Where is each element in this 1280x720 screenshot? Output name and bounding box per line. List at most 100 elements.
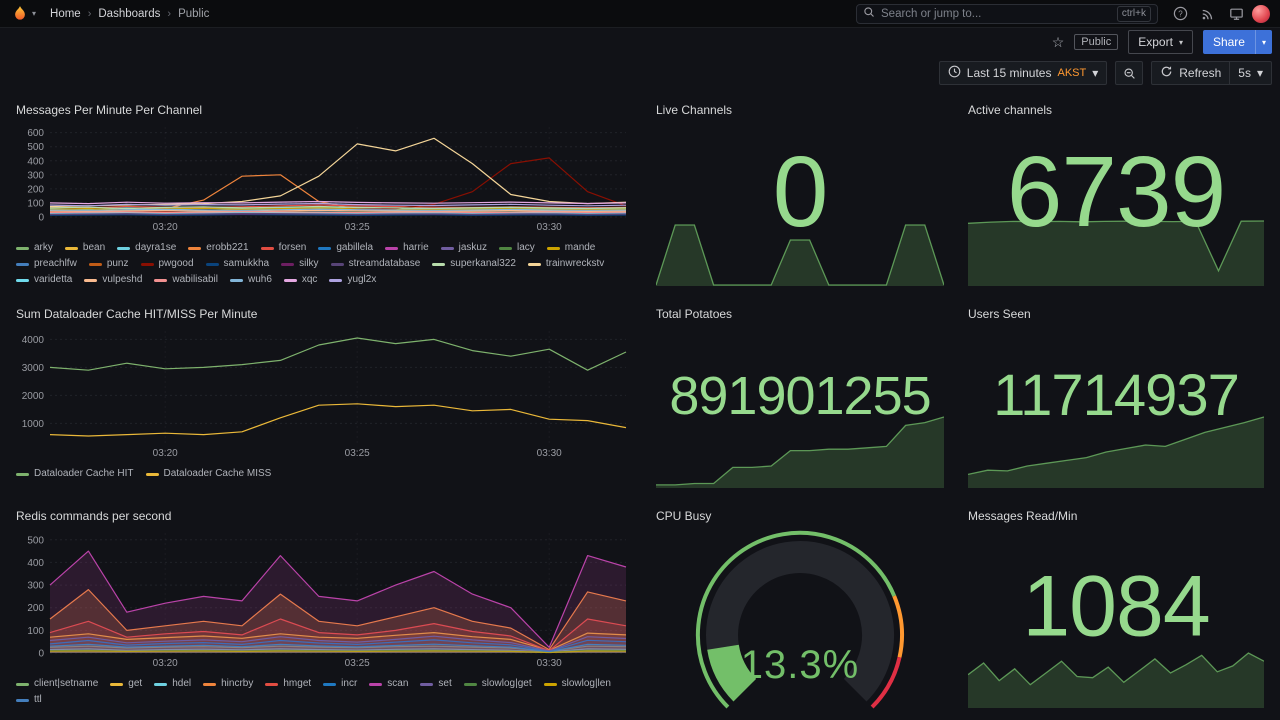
- series-color-dash: [16, 472, 29, 476]
- legend-item-bean[interactable]: bean: [64, 241, 106, 255]
- shortcut-badge: ctrl+k: [1116, 5, 1151, 22]
- legend-item-slowlog-len[interactable]: slowlog|len: [543, 677, 611, 691]
- legend-item-pwgood[interactable]: pwgood: [140, 257, 194, 271]
- series-label: arky: [34, 242, 53, 253]
- legend-item-vulpeshd[interactable]: vulpeshd: [84, 273, 142, 287]
- dashboard-actions-bar: ☆ Public Export ▾ Share ▾: [0, 29, 1280, 55]
- panel-title[interactable]: Live Channels: [656, 103, 733, 117]
- legend-item-scan[interactable]: scan: [369, 677, 408, 691]
- svg-text:0: 0: [38, 213, 44, 224]
- series-label: pwgood: [158, 258, 194, 269]
- legend-item-hdel[interactable]: hdel: [154, 677, 191, 691]
- breadcrumb-dashboards[interactable]: Dashboards: [98, 7, 161, 20]
- breadcrumb-home[interactable]: Home: [50, 7, 81, 20]
- legend-item-erobb221[interactable]: erobb221: [188, 241, 249, 255]
- panel-title[interactable]: CPU Busy: [656, 509, 712, 523]
- panel-title[interactable]: Active channels: [968, 103, 1053, 117]
- export-button[interactable]: Export ▾: [1128, 30, 1193, 54]
- series-label: bean: [82, 242, 106, 253]
- legend-item-varidetta[interactable]: varidetta: [16, 273, 72, 287]
- legend-item-punz[interactable]: punz: [88, 257, 129, 271]
- legend-item-dataloader-cache-hit[interactable]: Dataloader Cache HIT: [16, 467, 134, 481]
- legend-item-lacy[interactable]: lacy: [499, 241, 535, 255]
- series-label: scan: [387, 678, 409, 689]
- series-label: lacy: [517, 242, 535, 253]
- dataloader-cache-chart[interactable]: 1000 2000 3000 4000 03:20 03:25 03:30: [16, 325, 632, 464]
- legend-item-wuh6[interactable]: wuh6: [229, 273, 272, 287]
- panel-title[interactable]: Sum Dataloader Cache HIT/MISS Per Minute: [16, 307, 258, 321]
- legend-item-trainwreckstv[interactable]: trainwreckstv: [527, 257, 604, 271]
- search-input[interactable]: Search or jump to... ctrl+k: [856, 3, 1158, 24]
- panel-cpu-busy: CPU Busy 13.3%: [648, 502, 952, 714]
- legend-item-ttl[interactable]: ttl: [16, 693, 42, 707]
- legend-item-preachlfw[interactable]: preachlfw: [16, 257, 77, 271]
- legend-item-superkanal322[interactable]: superkanal322: [432, 257, 516, 271]
- legend-item-set[interactable]: set: [420, 677, 452, 691]
- legend-item-dayra1se[interactable]: dayra1se: [117, 241, 176, 255]
- series-color-dash: [16, 278, 29, 282]
- series-label: wuh6: [247, 274, 272, 285]
- series-color-dash: [330, 262, 344, 266]
- display-icon[interactable]: [1224, 2, 1248, 26]
- series-color-dash: [546, 246, 560, 250]
- panel-title[interactable]: Total Potatoes: [656, 307, 733, 321]
- legend-item-xqc[interactable]: xqc: [283, 273, 317, 287]
- series-color-dash: [16, 262, 29, 266]
- series-label: vulpeshd: [102, 274, 143, 285]
- panel-title[interactable]: Messages Read/Min: [968, 509, 1078, 523]
- legend-item-arky[interactable]: arky: [16, 241, 53, 255]
- refresh-label: Refresh: [1179, 66, 1222, 80]
- panel-users-seen: Users Seen 11714937: [960, 300, 1272, 494]
- refresh-interval-select[interactable]: 5s ▾: [1229, 62, 1271, 84]
- messages-per-minute-chart[interactable]: 0 100 200 300 400 500 600 03:20 03:25 03:30: [16, 121, 632, 238]
- legend-item-streamdatabase[interactable]: streamdatabase: [330, 257, 420, 271]
- user-avatar[interactable]: [1252, 4, 1270, 23]
- time-range-picker[interactable]: Last 15 minutes AKST ▾: [940, 62, 1106, 84]
- series-label: get: [128, 678, 143, 689]
- legend: client|setname get hdel hincrby hmget incr sca…: [16, 677, 632, 707]
- breadcrumb-separator: ›: [87, 7, 92, 20]
- legend-item-gabillela[interactable]: gabillela: [318, 241, 373, 255]
- legend-item-samukkha[interactable]: samukkha: [205, 257, 269, 271]
- refresh-button[interactable]: Refresh: [1152, 62, 1229, 84]
- legend-item-wabilisabil[interactable]: wabilisabil: [154, 273, 218, 287]
- share-menu-caret[interactable]: ▾: [1254, 30, 1272, 54]
- help-icon[interactable]: ?: [1168, 2, 1192, 26]
- legend: Dataloader Cache HIT Dataloader Cache MIS…: [16, 467, 632, 481]
- legend-item-yugl2x[interactable]: yugl2x: [329, 273, 376, 287]
- panel-title[interactable]: Users Seen: [968, 307, 1031, 321]
- legend-item-hincrby[interactable]: hincrby: [203, 677, 253, 691]
- legend-item-forsen[interactable]: forsen: [260, 241, 306, 255]
- legend-item-get[interactable]: get: [110, 677, 142, 691]
- news-rss-icon[interactable]: [1196, 2, 1220, 26]
- legend-item-silky[interactable]: silky: [281, 257, 319, 271]
- breadcrumb-public[interactable]: Public: [178, 7, 210, 20]
- legend-item-client-setname[interactable]: client|setname: [16, 677, 98, 691]
- zoom-out-button[interactable]: [1116, 62, 1142, 84]
- svg-text:400: 400: [27, 558, 44, 569]
- stat-value: 891901255: [669, 365, 931, 426]
- legend-item-incr[interactable]: incr: [323, 677, 357, 691]
- grafana-logo-icon[interactable]: [10, 4, 30, 24]
- share-button[interactable]: Share ▾: [1202, 30, 1272, 54]
- zoom-out-group: [1115, 61, 1144, 85]
- panel-live-channels: Live Channels 0: [648, 96, 952, 292]
- panel-title[interactable]: Redis commands per second: [16, 509, 172, 523]
- chevron-down-icon[interactable]: ▾: [32, 9, 37, 18]
- legend-item-slowlog-get[interactable]: slowlog|get: [463, 677, 532, 691]
- panel-title[interactable]: Messages Per Minute Per Channel: [16, 103, 203, 117]
- legend-item-jaskuz[interactable]: jaskuz: [440, 241, 487, 255]
- sparkline: [656, 414, 945, 488]
- svg-text:300: 300: [27, 170, 44, 181]
- legend-item-hmget[interactable]: hmget: [265, 677, 311, 691]
- star-icon[interactable]: ☆: [1051, 34, 1065, 50]
- share-label[interactable]: Share: [1202, 30, 1255, 54]
- redis-commands-chart[interactable]: 0 100 200 300 400 500 03:20 03:25 03:30: [16, 527, 632, 674]
- legend-item-harrie[interactable]: harrie: [385, 241, 429, 255]
- sparkline: [967, 650, 1265, 708]
- legend-item-mande[interactable]: mande: [546, 241, 595, 255]
- series-color-dash: [205, 262, 219, 266]
- legend-item-dataloader-cache-miss[interactable]: Dataloader Cache MISS: [145, 467, 271, 481]
- svg-text:03:30: 03:30: [537, 222, 562, 233]
- svg-text:03:25: 03:25: [345, 448, 370, 459]
